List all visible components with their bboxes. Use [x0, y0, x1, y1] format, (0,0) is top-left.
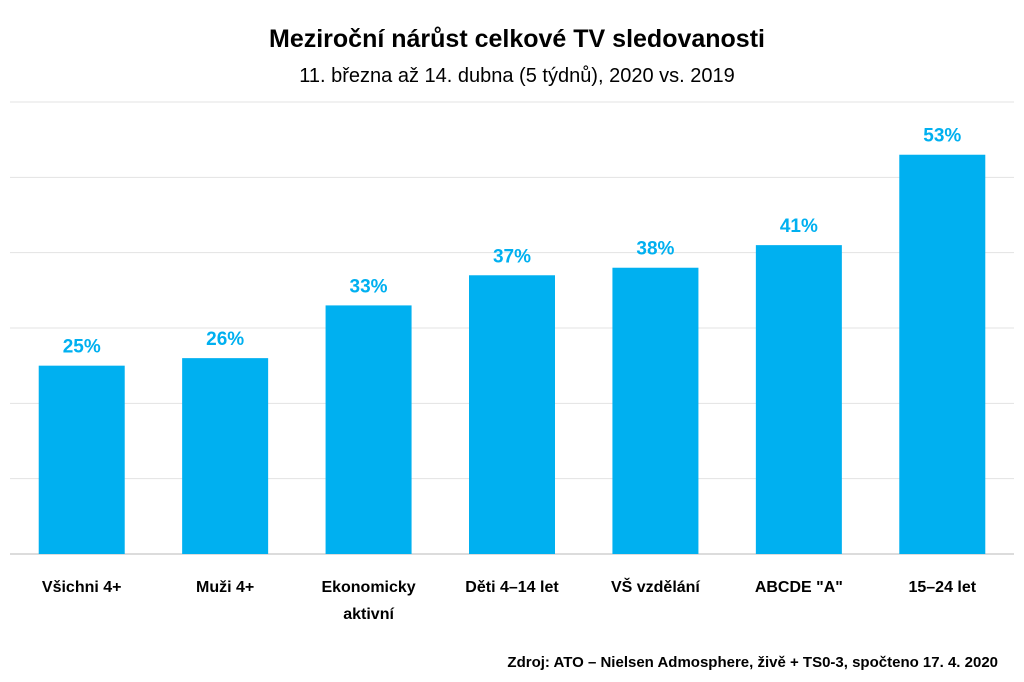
data-label: 25%	[63, 337, 101, 358]
data-label: 33%	[350, 276, 388, 297]
bar	[612, 267, 699, 554]
chart-subtitle: 11. března až 14. dubna (5 týdnů), 2020 …	[299, 65, 735, 87]
bar	[38, 365, 125, 554]
category-labels: Všichni 4+ Muži 4+ Ekonomicky aktivní Děti 4…	[42, 577, 977, 623]
data-label: 41%	[780, 216, 818, 237]
data-label: 38%	[636, 239, 674, 260]
bar	[755, 245, 842, 554]
data-labels: 25% 26% 33% 37% 38% 41% 53%	[63, 126, 962, 358]
bar	[325, 305, 412, 554]
category-label: Ekonomicky	[321, 579, 415, 596]
category-label: Děti 4–14 let	[465, 579, 559, 596]
bars	[38, 154, 986, 554]
chart-title: Meziroční nárůst celkové TV sledovanosti	[269, 25, 765, 53]
category-label: Muži 4+	[196, 579, 254, 596]
source-note: Zdroj: ATO – Nielsen Admosphere, živě + …	[507, 654, 998, 671]
category-label: Všichni 4+	[42, 579, 122, 596]
data-label: 26%	[206, 329, 244, 350]
bar	[899, 154, 986, 554]
category-label: VŠ vzdělání	[611, 577, 700, 596]
category-label: 15–24 let	[908, 579, 976, 596]
data-label: 53%	[923, 126, 961, 147]
bar	[182, 358, 269, 554]
category-label: aktivní	[343, 606, 394, 623]
data-label: 37%	[493, 246, 531, 267]
bar	[469, 275, 555, 554]
category-label: ABCDE "A"	[755, 579, 843, 596]
